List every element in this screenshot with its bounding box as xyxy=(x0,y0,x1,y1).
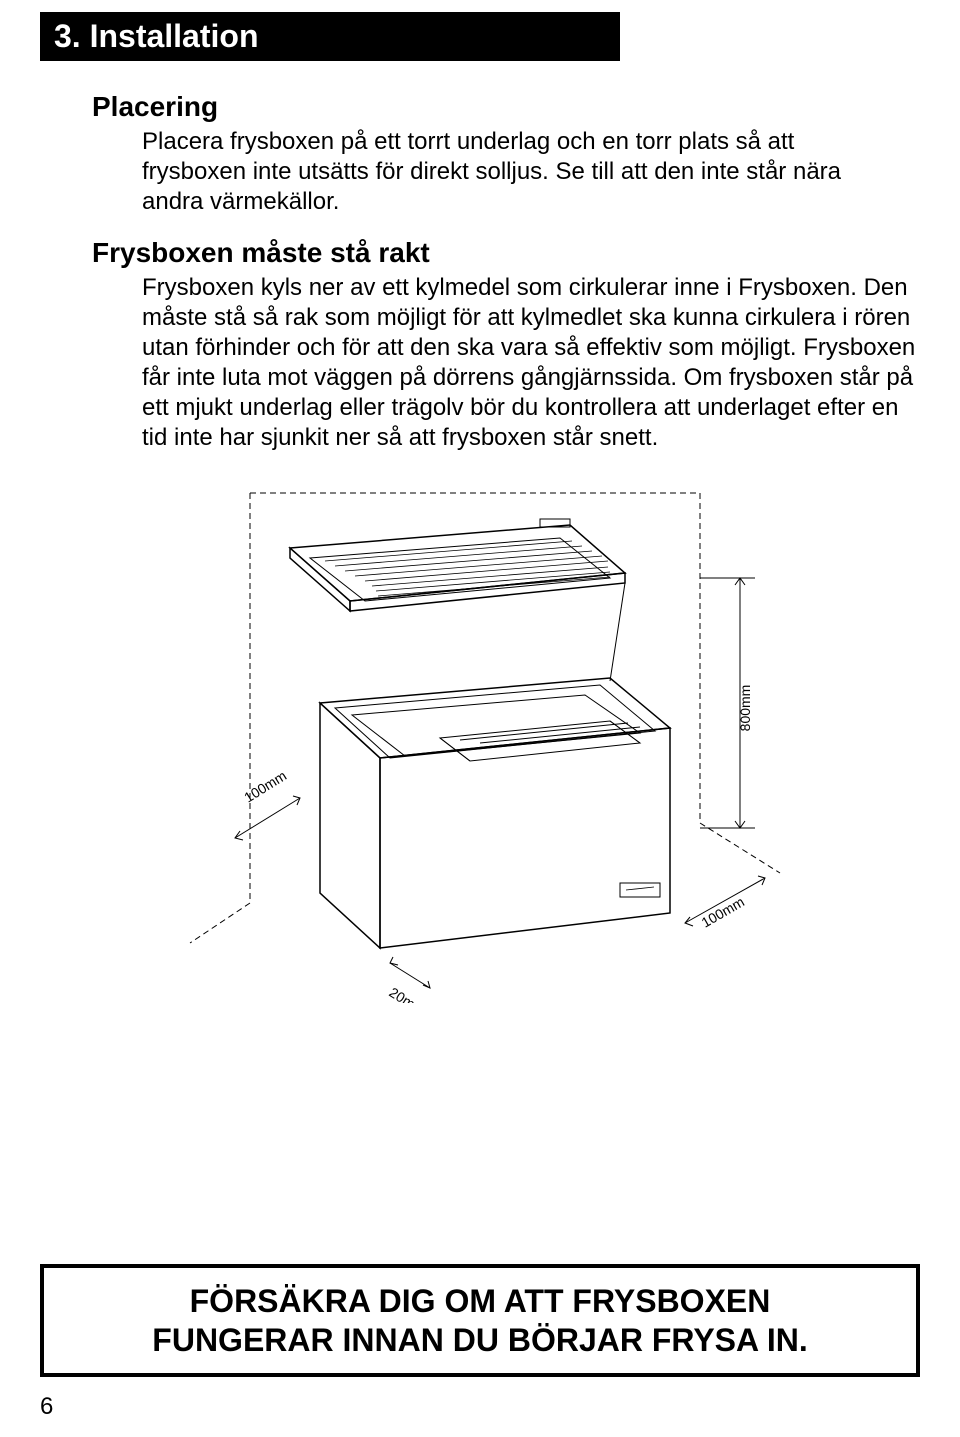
section-title: 3. Installation xyxy=(54,18,258,54)
dim-left: 100mm xyxy=(241,767,289,805)
callout-line-1: FÖRSÄKRA DIG OM ATT FRYSBOXEN xyxy=(54,1282,906,1320)
placering-text: Placera frysboxen på ett torrt underlag … xyxy=(142,127,902,217)
manual-page: 3. Installation Placering Placera frysbo… xyxy=(0,12,960,1437)
callout-line-2: FUNGERAR INNAN DU BÖRJAR FRYSA IN. xyxy=(54,1321,906,1359)
rakt-text: Frysboxen kyls ner av ett kylmedel som c… xyxy=(142,273,920,453)
freezer-diagram: 800mm 100mm 100mm 20mm xyxy=(140,483,820,1003)
dim-height: 800mm xyxy=(737,685,753,732)
warning-callout: FÖRSÄKRA DIG OM ATT FRYSBOXEN FUNGERAR I… xyxy=(40,1264,920,1377)
section-header: 3. Installation xyxy=(40,12,620,61)
dim-right: 100mm xyxy=(699,893,747,930)
subsection-title-rakt: Frysboxen måste stå rakt xyxy=(92,237,920,269)
subsection-title-placering: Placering xyxy=(92,91,920,123)
page-number: 6 xyxy=(40,1393,53,1421)
dim-bottom: 20mm xyxy=(386,984,427,1003)
